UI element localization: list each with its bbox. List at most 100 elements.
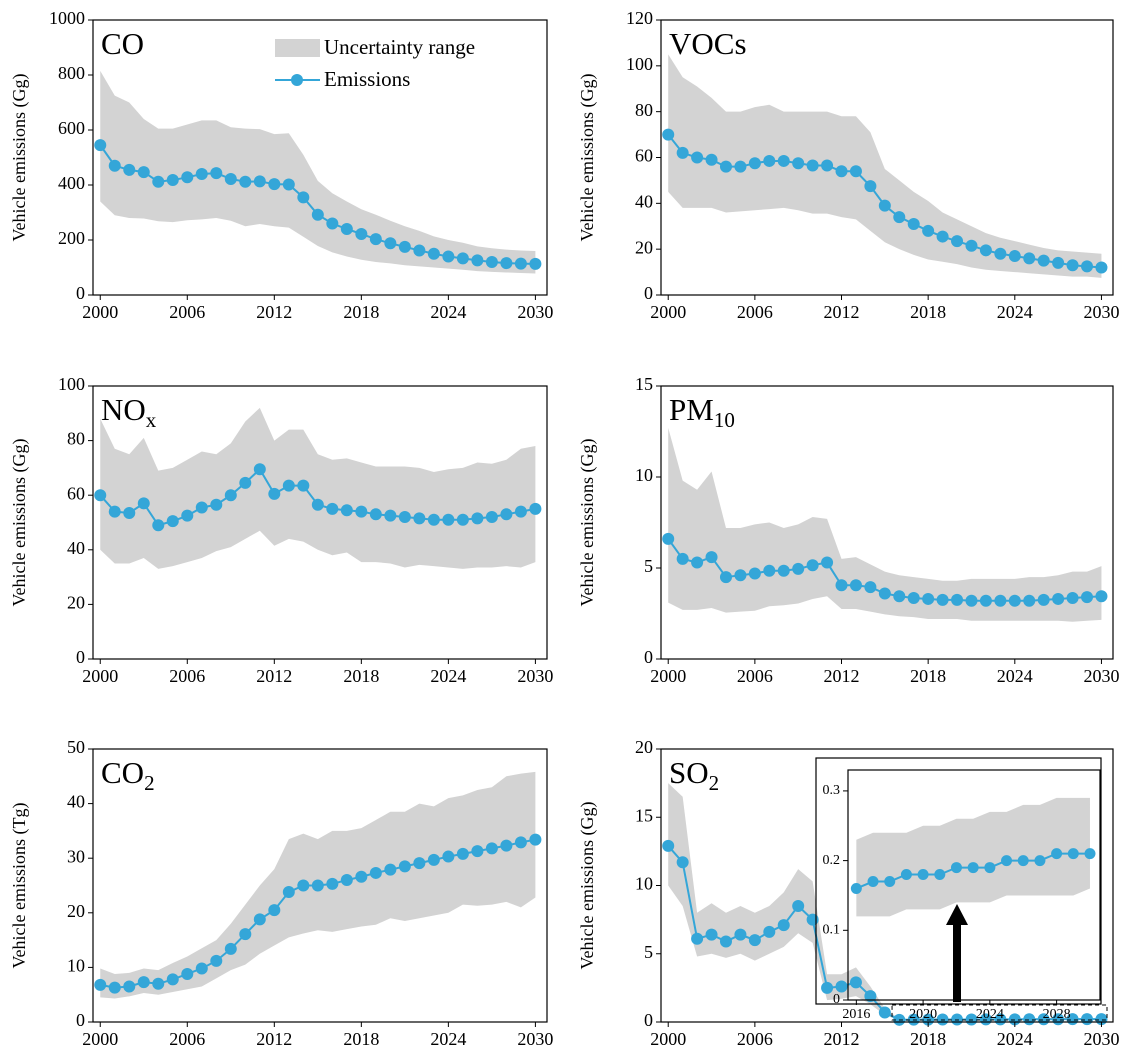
uncertainty-band	[100, 407, 536, 569]
emission-point	[427, 513, 440, 526]
emission-point	[691, 556, 704, 569]
x-tick-label: 2030	[517, 1029, 553, 1049]
y-tick-label: 0.2	[823, 853, 841, 868]
x-tick-label: 2024	[430, 302, 466, 322]
plot-frame	[847, 769, 1101, 1001]
emission-point	[181, 967, 194, 980]
emission-point	[806, 559, 819, 572]
emission-point	[662, 839, 675, 852]
y-tick-label: 5	[644, 556, 653, 576]
emission-point	[867, 876, 879, 888]
y-tick-label: 15	[635, 805, 653, 825]
emission-point	[1008, 250, 1021, 263]
emission-point	[1052, 256, 1065, 269]
emission-point	[1066, 592, 1079, 605]
emission-point	[951, 593, 964, 606]
emission-point	[326, 877, 339, 890]
emission-point	[1084, 848, 1096, 860]
emission-point	[195, 168, 208, 180]
panel-title-main: VOCs	[669, 26, 747, 61]
emission-point	[195, 501, 208, 514]
plot-frame	[92, 19, 548, 296]
emission-point	[777, 919, 790, 932]
plot-frame	[660, 385, 1114, 660]
y-tick-label: 0	[833, 992, 840, 1007]
emission-point	[763, 925, 776, 938]
emission-point	[748, 567, 761, 580]
y-tick-label: 100	[58, 374, 85, 394]
y-axis-label: Vehicle emissions (Gg)	[577, 439, 598, 607]
emission-point	[734, 928, 747, 941]
x-tick-label: 2024	[430, 666, 466, 686]
legend-band-swatch	[275, 39, 320, 57]
panel-title: NOx	[101, 392, 157, 432]
panel-title-main: PM	[669, 392, 714, 427]
emission-point	[442, 513, 455, 526]
x-tick-label: 2012	[824, 302, 860, 322]
y-tick-label: 80	[67, 429, 85, 449]
emission-point	[864, 180, 877, 193]
emission-point	[979, 244, 992, 257]
emission-point	[166, 973, 179, 986]
emission-point	[922, 592, 935, 605]
x-tick-label: 2006	[169, 666, 205, 686]
emission-point	[369, 866, 382, 879]
x-tick-label: 2018	[343, 1029, 379, 1049]
legend-label: Uncertainty range	[324, 35, 475, 59]
emission-point	[1034, 855, 1046, 867]
emission-point	[94, 978, 107, 991]
uncertainty-band	[856, 797, 1090, 917]
x-tick-label: 2000	[82, 666, 118, 686]
emission-point	[355, 227, 368, 240]
emission-point	[748, 934, 761, 947]
emission-point	[849, 165, 862, 178]
emission-point	[994, 247, 1007, 260]
emission-point	[456, 847, 469, 860]
emission-point	[662, 532, 675, 545]
y-tick-label: 40	[67, 538, 85, 558]
emission-point	[282, 886, 295, 899]
x-tick-label: 2000	[650, 302, 686, 322]
emission-point	[500, 839, 513, 852]
y-tick-label: 0	[76, 1010, 85, 1030]
x-tick-label: 2018	[343, 666, 379, 686]
emission-point	[1001, 855, 1013, 867]
emission-point	[224, 942, 237, 955]
emission-point	[456, 252, 469, 265]
emission-point	[734, 569, 747, 582]
y-tick-label: 50	[67, 737, 85, 757]
emission-point	[384, 509, 397, 522]
x-tick-label: 2030	[1083, 666, 1119, 686]
emission-point	[355, 505, 368, 518]
emission-point	[384, 863, 397, 876]
emission-point	[676, 552, 689, 565]
emission-point	[398, 511, 411, 524]
emission-point	[1095, 590, 1108, 603]
emission-point	[864, 990, 877, 1003]
y-tick-label: 0	[76, 647, 85, 667]
emission-point	[224, 489, 237, 502]
emission-point	[1051, 848, 1063, 860]
emission-point	[94, 489, 107, 502]
emission-point	[253, 913, 266, 926]
x-tick-label: 2006	[737, 666, 773, 686]
emission-point	[734, 160, 747, 173]
emission-point	[864, 581, 877, 594]
x-tick-label: 2000	[650, 666, 686, 686]
emission-point	[705, 928, 718, 941]
emission-point	[398, 860, 411, 873]
y-tick-label: 10	[635, 465, 653, 485]
y-axis-label: Vehicle emissions (Tg)	[9, 803, 30, 969]
emission-point	[239, 476, 252, 489]
y-axis-label: Vehicle emissions (Gg)	[9, 439, 30, 607]
emission-point	[1052, 592, 1065, 605]
x-tick-label: 2030	[1083, 1029, 1119, 1049]
x-tick-label: 2006	[169, 302, 205, 322]
y-tick-label: 30	[67, 846, 85, 866]
emission-point	[311, 498, 324, 511]
emission-point	[691, 932, 704, 945]
x-tick-label: 2000	[82, 1029, 118, 1049]
y-tick-label: 5	[644, 942, 653, 962]
emission-point	[907, 592, 920, 605]
